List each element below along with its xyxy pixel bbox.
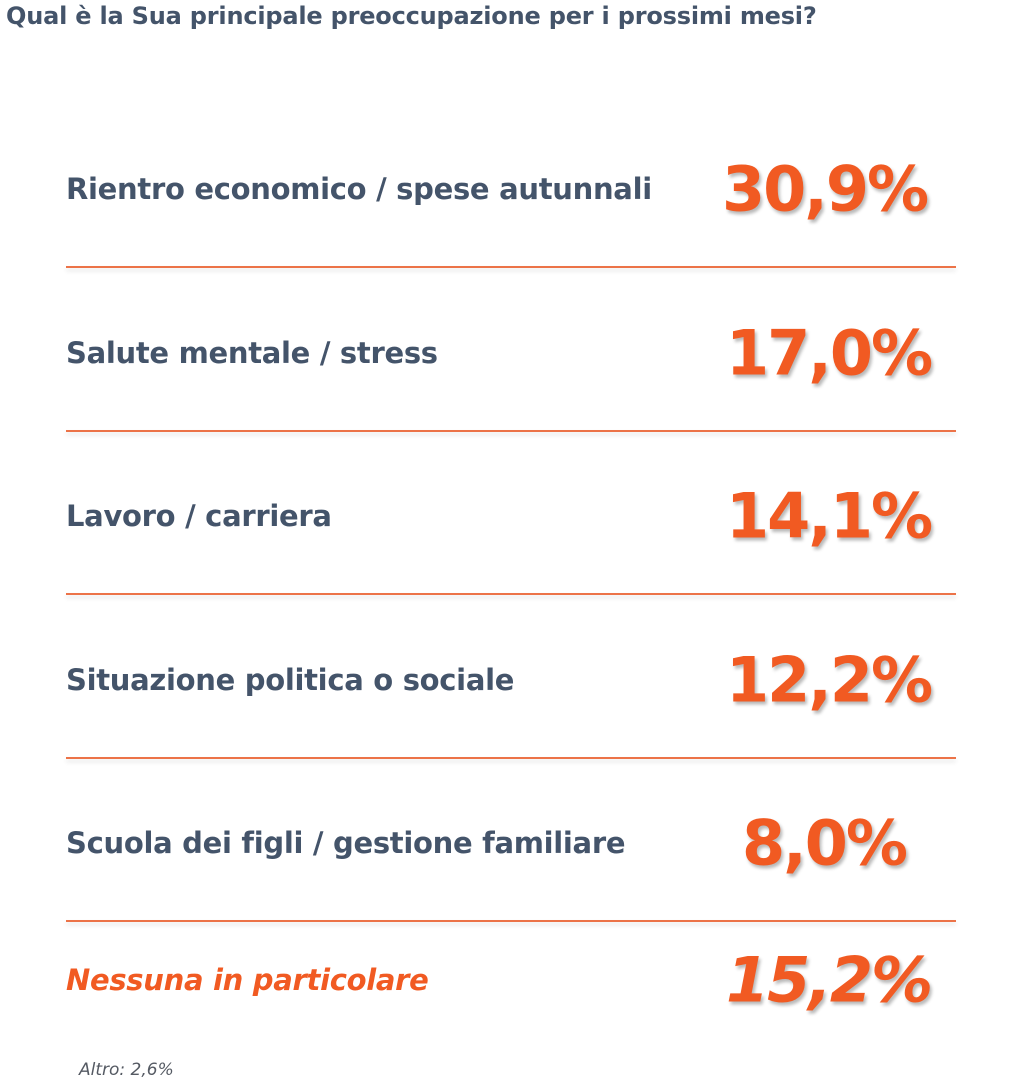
list-item: Scuola dei figli / gestione familiare 8,… [66, 803, 956, 883]
item-value: 12,2% [726, 643, 933, 717]
divider [66, 430, 956, 432]
divider [66, 593, 956, 595]
list-item: Salute mentale / stress 17,0% [66, 313, 956, 393]
question-title: Qual è la Sua principale preoccupazione … [6, 2, 817, 30]
item-label: Scuola dei figli / gestione familiare [66, 826, 626, 860]
item-value: 15,2% [726, 943, 933, 1017]
footnote: Altro: 2,6% [79, 1060, 174, 1080]
item-label: Nessuna in particolare [66, 963, 429, 997]
divider [66, 757, 956, 759]
divider [66, 266, 956, 268]
item-label: Situazione politica o sociale [66, 663, 515, 697]
divider [66, 920, 956, 922]
item-value: 30,9% [722, 152, 929, 226]
item-label: Salute mentale / stress [66, 336, 438, 370]
list-item: Nessuna in particolare 15,2% [66, 940, 956, 1020]
item-label: Lavoro / carriera [66, 499, 332, 533]
list-item: Rientro economico / spese autunnali 30,9… [66, 149, 956, 229]
item-value: 14,1% [726, 479, 933, 553]
list-item: Situazione politica o sociale 12,2% [66, 640, 956, 720]
list-item: Lavoro / carriera 14,1% [66, 476, 956, 556]
item-value: 17,0% [726, 316, 933, 390]
item-value: 8,0% [742, 806, 908, 880]
item-label: Rientro economico / spese autunnali [66, 172, 652, 206]
